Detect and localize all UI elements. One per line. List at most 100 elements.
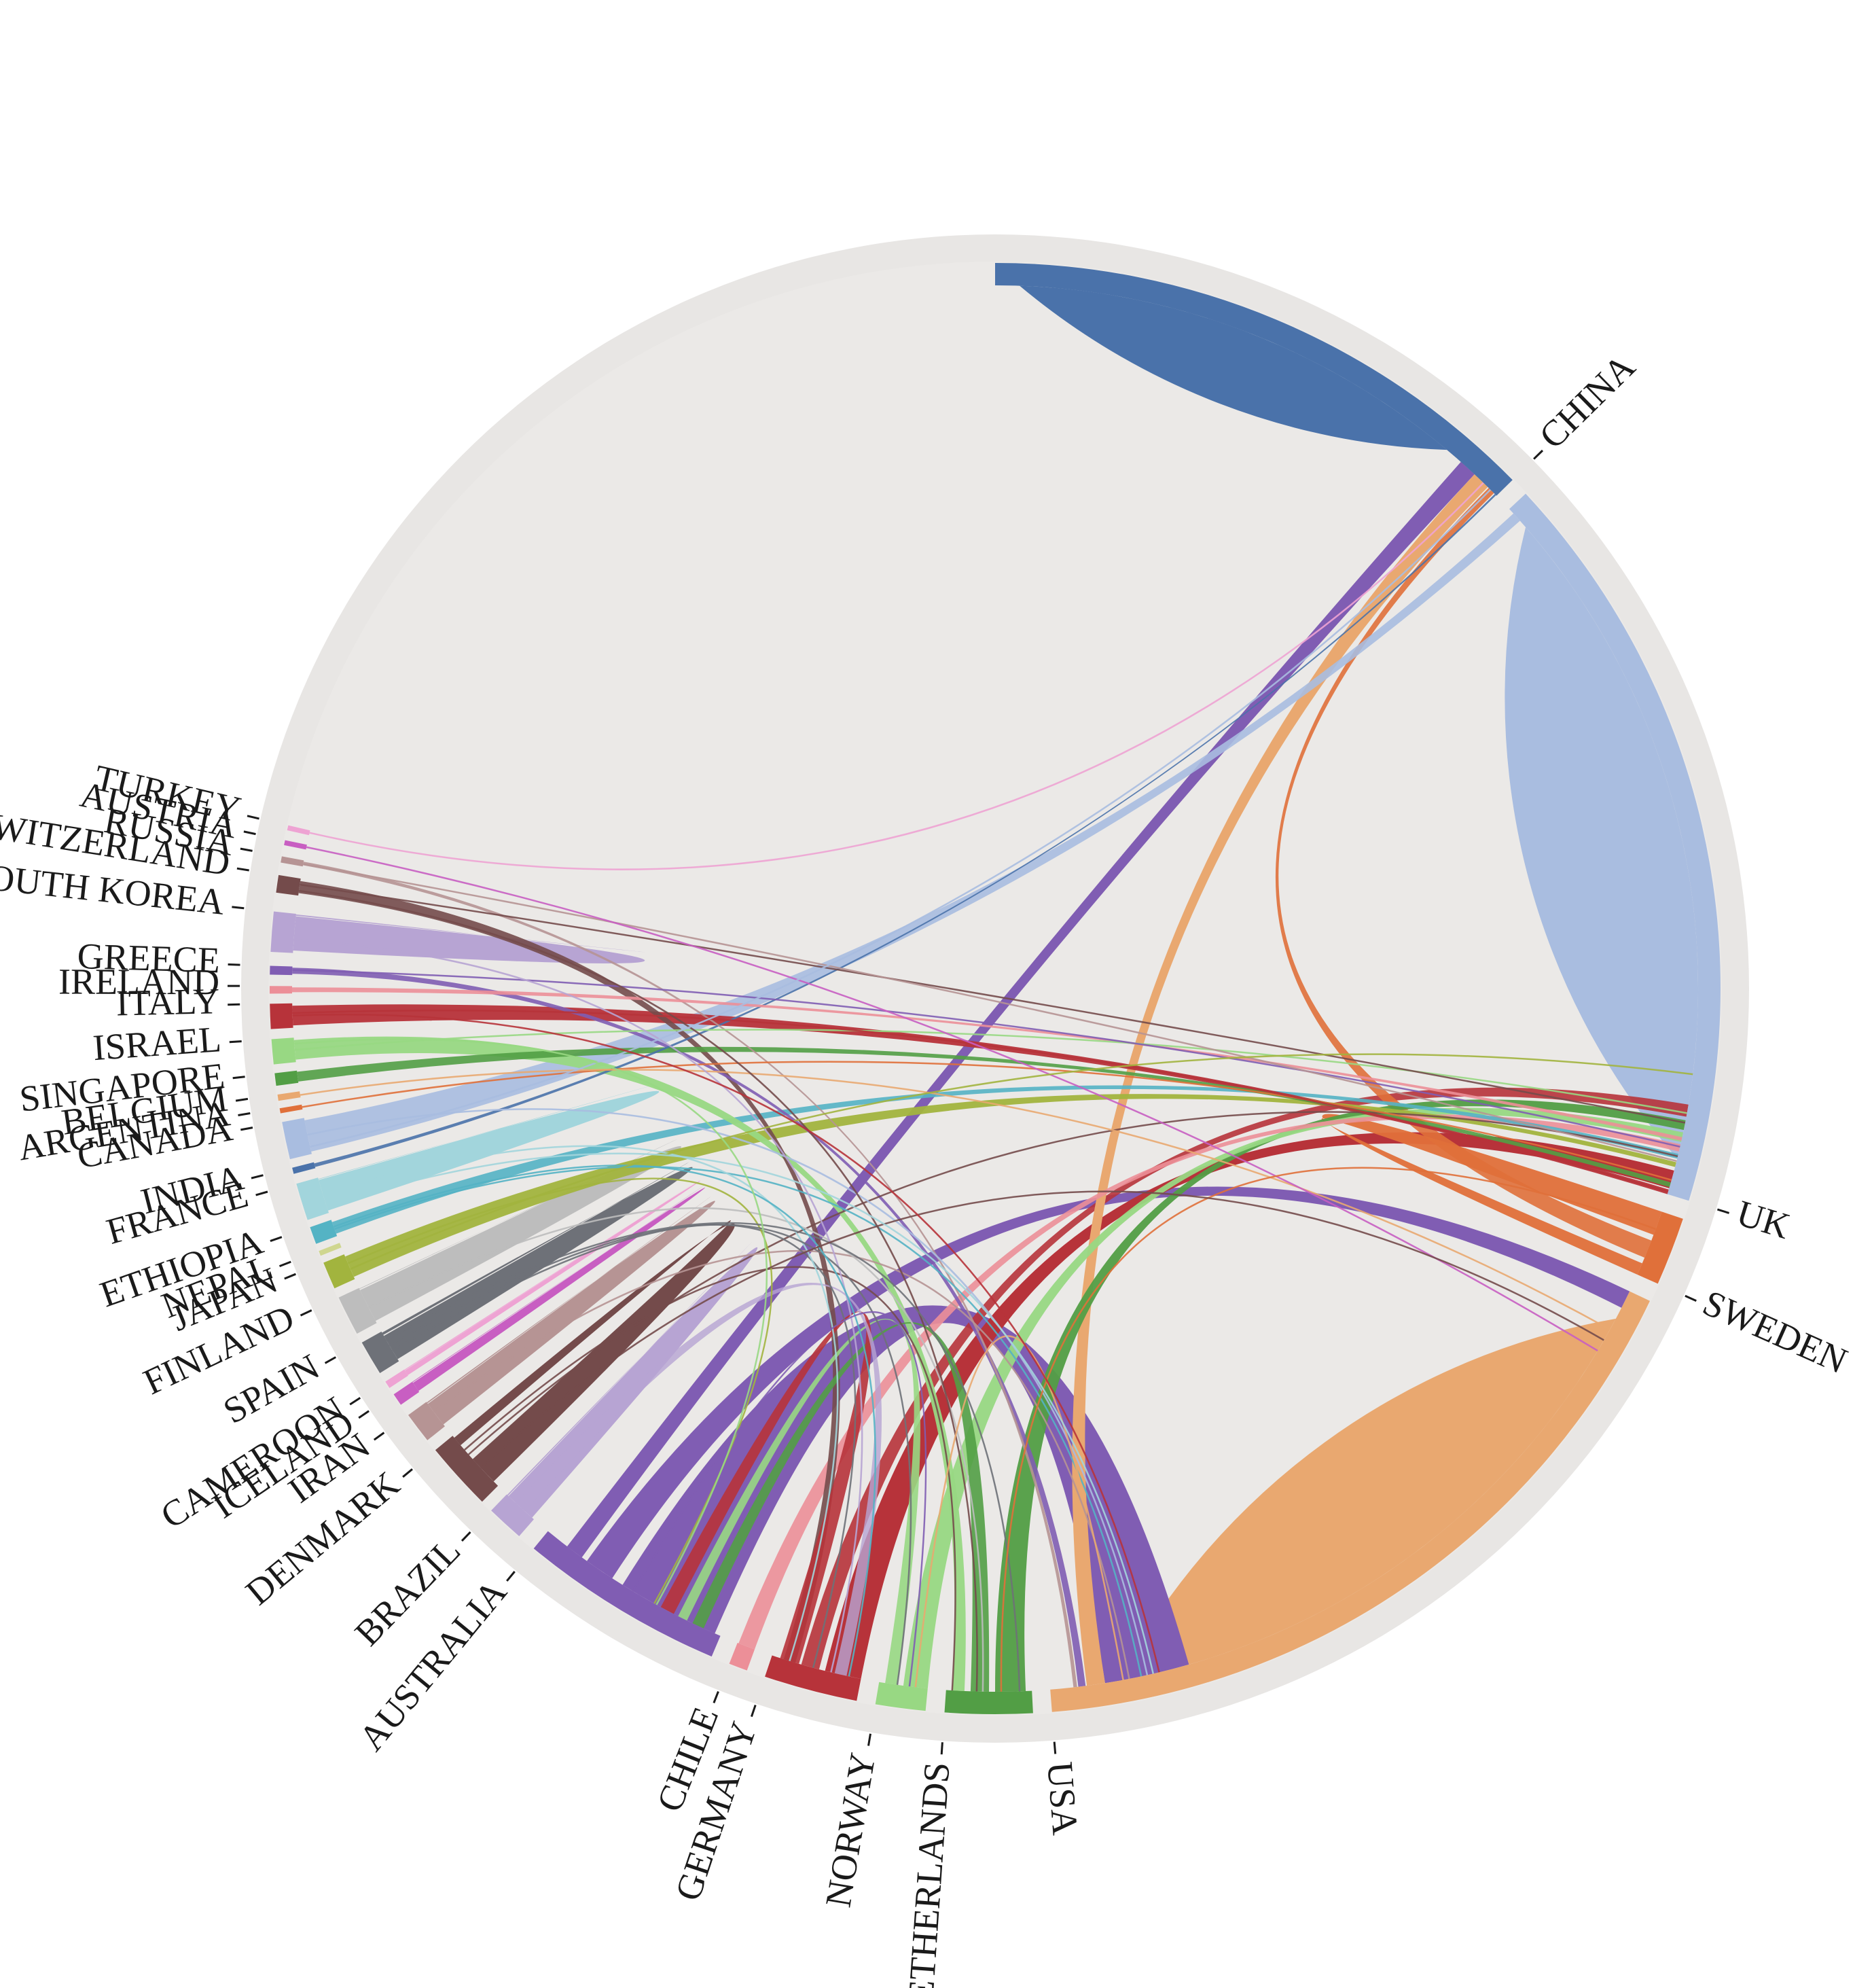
tick-singapore	[232, 1076, 245, 1080]
label-ireland: IRELAND	[58, 961, 219, 1003]
label-italy: ITALY	[115, 980, 219, 1023]
ribbon-finland-to-finland	[359, 1139, 682, 1321]
ribbon-brazil-to-germany	[516, 1282, 882, 1676]
link-denmark-to-uk	[467, 1111, 1678, 1455]
link-canada-to-china	[310, 489, 1492, 1148]
link-switzerland-to-netherlands	[298, 889, 978, 1692]
link-argentina-to-uk	[302, 1061, 1672, 1182]
tick-sweden	[1685, 1294, 1697, 1302]
arc-netherlands	[944, 1690, 1033, 1714]
arc-iceland	[393, 1381, 420, 1405]
arc-canada	[282, 1118, 312, 1160]
tick-brazil	[461, 1531, 471, 1542]
tick-cameroon	[349, 1397, 361, 1406]
link-canada-to-usa	[307, 1108, 1149, 1675]
arc-austria	[284, 840, 307, 850]
arc-india	[292, 1162, 316, 1174]
arc-finland	[338, 1288, 377, 1334]
label-israel: ISRAEL	[92, 1018, 223, 1068]
tick-france	[255, 1190, 268, 1196]
link-japan-to-uk	[350, 1053, 1693, 1270]
ribbon-iran-to-iran	[427, 1196, 715, 1425]
tick-south-korea	[232, 906, 245, 910]
arc-denmark	[435, 1436, 499, 1502]
ribbon-norway-to-australia	[678, 1318, 920, 1685]
arc-uk	[1509, 493, 1721, 1201]
arc-argentina	[279, 1104, 303, 1114]
link-denmark-to-usa	[480, 1190, 1604, 1469]
link-finland-to-netherlands	[368, 1207, 984, 1692]
ribbon-spain-to-spain	[382, 1162, 693, 1360]
arc-switzerland	[276, 874, 301, 896]
link-belgium-to-usa	[300, 1069, 1610, 1330]
arc-france	[296, 1177, 329, 1220]
label-netherlands: NETHERLANDS	[898, 1761, 957, 1988]
link-iran-to-usa	[433, 1249, 1130, 1680]
tick-ethiopia	[270, 1236, 283, 1243]
arc-belgium	[277, 1091, 301, 1101]
link-italy-to-usa	[292, 1014, 1160, 1673]
tick-australia	[506, 1571, 516, 1582]
arc-group	[269, 262, 1721, 1714]
tick-russia	[240, 847, 253, 852]
tick-argentina	[238, 1112, 251, 1116]
arc-japan	[323, 1254, 355, 1289]
link-ethiopia-to-usa	[334, 1166, 1142, 1677]
ribbon-china-to-china	[1007, 285, 1447, 720]
ribbon-south-korea-to-south-korea	[293, 914, 646, 963]
label-usa: USA	[1039, 1760, 1085, 1836]
arc-australia	[533, 1531, 721, 1657]
link-greece-to-uk	[292, 969, 1680, 1148]
ribbon-germany-to-uk	[825, 1132, 1674, 1679]
label-greece: GREECE	[77, 936, 221, 981]
ribbon-australia-to-china	[566, 461, 1475, 1558]
link-france-to-usa	[326, 1152, 1155, 1674]
link-israel-to-uk	[294, 1029, 1687, 1114]
tick-netherlands	[940, 1742, 943, 1755]
arc-ireland	[269, 986, 292, 994]
link-australia-to-norway	[632, 1311, 927, 1687]
link-spain-to-germany	[392, 1224, 857, 1669]
ribbon-italy-to-uk	[292, 1004, 1669, 1194]
tick-denmark	[402, 1468, 413, 1478]
arc-nepal	[319, 1243, 342, 1256]
link-turkey-to-china	[309, 482, 1484, 870]
arc-ethiopia	[310, 1220, 338, 1244]
tick-india	[251, 1174, 264, 1179]
ribbon-sweden-to-usa	[1321, 1114, 1662, 1275]
arc-germany	[765, 1655, 861, 1701]
ribbon-netherlands-to-australia	[692, 1322, 990, 1692]
arc-greece	[270, 965, 293, 976]
link-france-to-germany	[322, 1145, 839, 1662]
ribbon-denmark-to-denmark	[454, 1220, 735, 1482]
arc-sweden	[1637, 1211, 1683, 1284]
ribbon-singapore-to-uk	[297, 1046, 1671, 1188]
arc-iran	[408, 1402, 445, 1440]
arc-italy	[270, 1003, 293, 1029]
link-austria-to-usa	[306, 846, 1598, 1352]
arc-brazil	[491, 1494, 534, 1536]
ribbon-france-to-france	[318, 1084, 660, 1211]
tick-belgium	[235, 1097, 249, 1102]
arc-cameroon	[385, 1369, 408, 1388]
tick-norway	[867, 1733, 871, 1746]
tick-japan	[284, 1273, 296, 1280]
link-spain-to-netherlands	[386, 1222, 1021, 1692]
arc-singapore	[274, 1070, 299, 1086]
tick-spain	[324, 1356, 337, 1364]
ribbon-cameroon-to-cameroon	[404, 1179, 701, 1375]
link-south-korea-to-germany	[293, 938, 863, 1673]
tick-germany	[750, 1705, 757, 1718]
arc-chile	[729, 1643, 755, 1671]
tick-chile	[713, 1691, 719, 1703]
tick-usa	[1053, 1741, 1057, 1754]
link-israel-to-australia	[294, 1038, 768, 1605]
tick-canada	[240, 1126, 253, 1131]
ribbon-germany-to-australia	[660, 1311, 871, 1664]
link-switzerland-to-uk	[300, 883, 1686, 1124]
link-denmark-to-netherlands	[464, 1266, 956, 1691]
tick-austria	[243, 830, 256, 836]
label-china: CHINA	[1532, 346, 1643, 457]
arc-spain	[361, 1331, 399, 1373]
